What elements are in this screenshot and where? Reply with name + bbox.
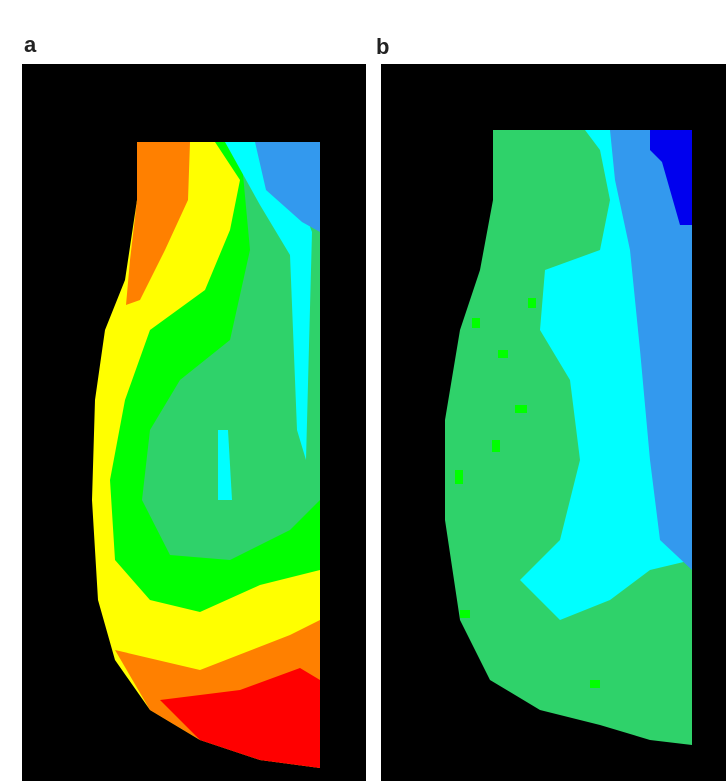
spot	[455, 470, 463, 484]
panel-label: a	[24, 32, 37, 57]
panel-a: a	[22, 32, 366, 781]
page: a b (() => { const data = JSON.parse(do	[0, 0, 726, 781]
spot	[515, 405, 527, 413]
panel-b: b	[376, 34, 726, 781]
figure: a b	[0, 0, 726, 781]
spot	[492, 440, 500, 452]
spot	[460, 610, 470, 618]
spot	[590, 680, 600, 688]
spot	[472, 318, 480, 328]
spot	[498, 350, 508, 358]
spot	[528, 298, 536, 308]
panel-label: b	[376, 34, 389, 59]
